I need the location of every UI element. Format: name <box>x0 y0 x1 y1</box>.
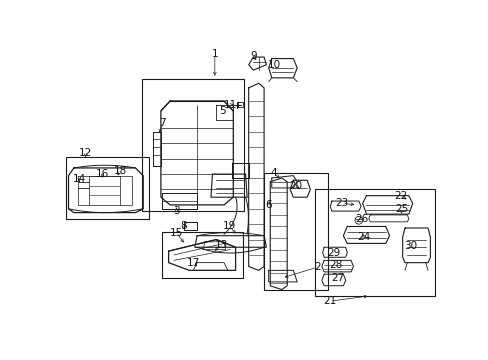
Text: 12: 12 <box>79 148 92 158</box>
Text: 25: 25 <box>394 204 407 214</box>
Text: 17: 17 <box>186 258 200 267</box>
Text: 20: 20 <box>288 181 302 191</box>
Text: 10: 10 <box>268 60 281 70</box>
Text: 3: 3 <box>173 206 179 216</box>
Text: 5: 5 <box>219 106 225 116</box>
Text: 22: 22 <box>394 191 407 201</box>
Text: 28: 28 <box>328 260 342 270</box>
Text: 21: 21 <box>323 296 336 306</box>
Text: 6: 6 <box>265 200 271 210</box>
Text: 30: 30 <box>403 241 416 251</box>
Text: 18: 18 <box>113 166 126 176</box>
Text: 16: 16 <box>96 169 109 179</box>
Bar <box>162 232 243 278</box>
Text: 4: 4 <box>269 167 276 177</box>
Bar <box>314 189 434 296</box>
Text: 15: 15 <box>169 228 183 238</box>
Text: 27: 27 <box>331 273 344 283</box>
Text: 11: 11 <box>223 100 236 110</box>
Text: 8: 8 <box>180 221 186 231</box>
Text: 23: 23 <box>335 198 348 208</box>
Text: 29: 29 <box>326 248 339 258</box>
Bar <box>142 78 244 211</box>
Text: 14: 14 <box>73 174 86 184</box>
Text: 24: 24 <box>357 232 370 242</box>
Text: 13: 13 <box>215 240 228 250</box>
Text: 26: 26 <box>354 214 368 224</box>
Bar <box>66 157 148 219</box>
Text: 1: 1 <box>211 49 218 59</box>
Text: 7: 7 <box>159 117 165 127</box>
Text: 19: 19 <box>223 221 236 231</box>
Text: 2: 2 <box>313 262 320 272</box>
Text: 9: 9 <box>249 51 256 61</box>
Bar <box>264 172 327 289</box>
